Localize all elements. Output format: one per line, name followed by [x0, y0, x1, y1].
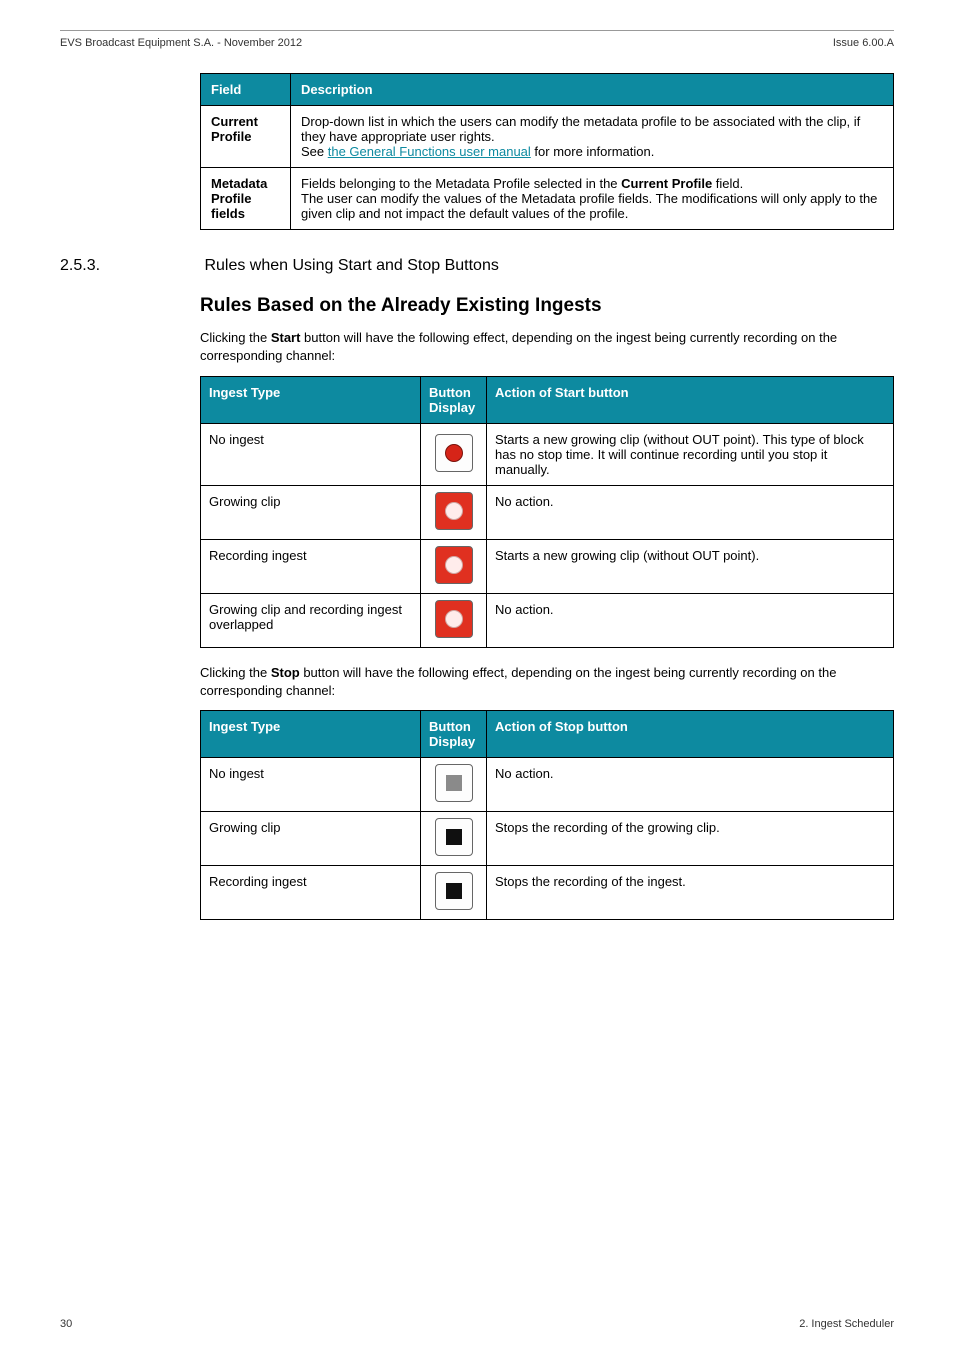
col-action-start: Action of Start button: [487, 376, 894, 423]
cell-action: No action.: [487, 485, 894, 539]
col-button-display: Button Display: [421, 376, 487, 423]
cell-ingest-type: No ingest: [201, 423, 421, 485]
stop-icon: [435, 818, 473, 856]
cell-button: [421, 865, 487, 919]
cell-button: [421, 593, 487, 647]
cell-ingest-type: Recording ingest: [201, 539, 421, 593]
header-right: Issue 6.00.A: [833, 37, 894, 49]
cell-field: Metadata Profile fields: [201, 168, 291, 230]
cell-ingest-type: No ingest: [201, 757, 421, 811]
cell-field: Current Profile: [201, 106, 291, 168]
record-icon: [435, 434, 473, 472]
cell-action: No action.: [487, 757, 894, 811]
cell-action: No action.: [487, 593, 894, 647]
cell-button: [421, 539, 487, 593]
col-button-display: Button Display: [421, 710, 487, 757]
cell-action: Stops the recording of the ingest.: [487, 865, 894, 919]
footer-page: 30: [60, 1318, 72, 1330]
cell-action: Starts a new growing clip (without OUT p…: [487, 423, 894, 485]
col-description: Description: [291, 74, 894, 106]
cell-action: Starts a new growing clip (without OUT p…: [487, 539, 894, 593]
cell-ingest-type: Growing clip: [201, 811, 421, 865]
cell-button: [421, 757, 487, 811]
cell-ingest-type: Recording ingest: [201, 865, 421, 919]
record-active-icon: [435, 600, 473, 638]
stop-button-table: Ingest Type Button Display Action of Sto…: [200, 710, 894, 920]
paragraph-stop: Clicking the Stop button will have the f…: [200, 664, 894, 700]
start-button-table: Ingest Type Button Display Action of Sta…: [200, 376, 894, 648]
section-title: Rules when Using Start and Stop Buttons: [204, 257, 498, 274]
record-active-icon: [435, 492, 473, 530]
stop-icon: [435, 872, 473, 910]
col-field: Field: [201, 74, 291, 106]
cell-button: [421, 811, 487, 865]
cell-ingest-type: Growing clip and recording ingest overla…: [201, 593, 421, 647]
link-general-functions[interactable]: the General Functions user manual: [328, 144, 531, 159]
paragraph-start: Clicking the Start button will have the …: [200, 329, 894, 365]
col-action-stop: Action of Stop button: [487, 710, 894, 757]
subheading: Rules Based on the Already Existing Inge…: [200, 295, 894, 317]
section-number: 2.5.3.: [60, 257, 100, 274]
col-ingest-type: Ingest Type: [201, 376, 421, 423]
cell-desc: Fields belonging to the Metadata Profile…: [291, 168, 894, 230]
footer-section: 2. Ingest Scheduler: [799, 1318, 894, 1330]
cell-button: [421, 485, 487, 539]
stop-disabled-icon: [435, 764, 473, 802]
cell-button: [421, 423, 487, 485]
cell-ingest-type: Growing clip: [201, 485, 421, 539]
cell-action: Stops the recording of the growing clip.: [487, 811, 894, 865]
record-active-icon: [435, 546, 473, 584]
cell-desc: Drop-down list in which the users can mo…: [291, 106, 894, 168]
field-description-table: Field Description Current Profile Drop-d…: [200, 73, 894, 230]
header-left: EVS Broadcast Equipment S.A. - November …: [60, 37, 302, 49]
col-ingest-type: Ingest Type: [201, 710, 421, 757]
